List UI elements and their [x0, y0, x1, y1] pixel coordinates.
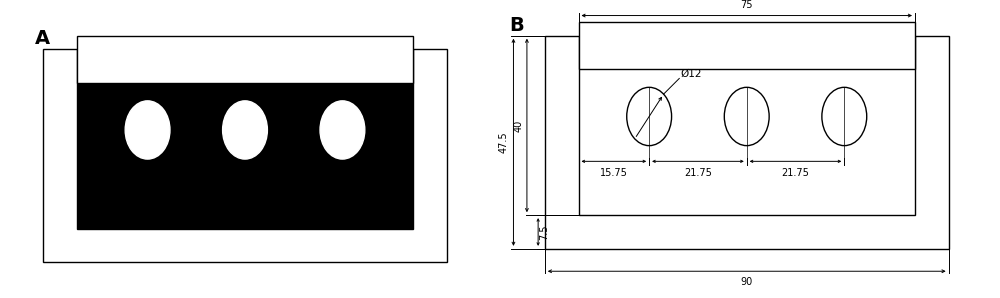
- Ellipse shape: [320, 101, 365, 159]
- Bar: [77, 36, 413, 83]
- Text: B: B: [509, 15, 524, 35]
- Ellipse shape: [125, 101, 170, 159]
- Text: 47.5: 47.5: [499, 131, 509, 153]
- Text: 75: 75: [740, 0, 753, 10]
- Text: 7.5: 7.5: [539, 224, 549, 240]
- Ellipse shape: [223, 101, 267, 159]
- Bar: [77, 49, 413, 229]
- Bar: [545, 36, 949, 249]
- Text: 21.75: 21.75: [782, 168, 809, 178]
- Text: 90: 90: [741, 277, 753, 287]
- Text: Ø12: Ø12: [681, 69, 702, 78]
- Text: 21.75: 21.75: [684, 168, 712, 178]
- Bar: [579, 22, 915, 69]
- Text: 15.75: 15.75: [600, 168, 628, 178]
- Bar: [43, 49, 447, 262]
- Text: 40: 40: [513, 119, 523, 132]
- Bar: [579, 36, 915, 215]
- Text: A: A: [34, 29, 50, 48]
